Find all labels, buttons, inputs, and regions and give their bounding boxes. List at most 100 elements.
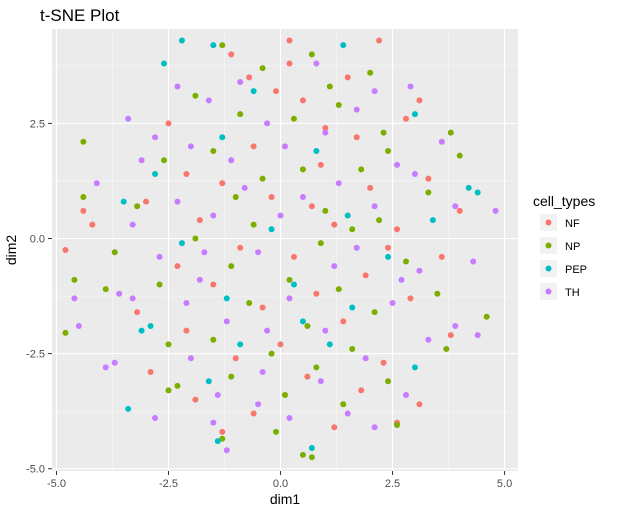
point-pep: [474, 189, 481, 196]
point-np: [299, 451, 306, 458]
point-np: [174, 382, 181, 389]
point-nf: [62, 247, 69, 253]
point-nf: [367, 184, 374, 191]
point-nf: [250, 143, 257, 150]
point-nf: [447, 332, 454, 339]
point-np: [62, 329, 69, 336]
point-pep: [344, 212, 351, 219]
y-tick-label: -5.0: [26, 464, 45, 476]
point-nf: [268, 194, 275, 201]
point-th: [223, 447, 230, 454]
point-np: [268, 350, 275, 357]
point-th: [183, 299, 190, 306]
point-pep: [290, 281, 297, 288]
point-np: [434, 290, 441, 297]
point-np: [219, 435, 226, 442]
point-th: [402, 392, 409, 399]
point-nf: [147, 369, 154, 376]
point-nf: [183, 327, 190, 334]
point-th: [75, 322, 82, 329]
point-np: [313, 364, 320, 371]
point-np: [456, 152, 463, 159]
point-nf: [277, 341, 284, 348]
point-th: [237, 78, 244, 85]
point-np: [394, 421, 401, 428]
point-th: [201, 249, 208, 256]
point-np: [299, 166, 306, 173]
point-np: [192, 235, 199, 242]
point-nf: [210, 281, 217, 288]
point-nf: [196, 217, 203, 224]
x-axis-title: dim1: [270, 491, 301, 507]
point-np: [322, 207, 329, 214]
point-pep: [349, 304, 356, 311]
point-nf: [331, 221, 338, 228]
point-th: [210, 419, 217, 426]
point-nf: [394, 226, 401, 233]
point-th: [389, 299, 396, 306]
point-pep: [138, 327, 145, 334]
point-th: [152, 415, 159, 422]
point-np: [349, 226, 356, 233]
point-th: [425, 336, 432, 343]
point-nf: [286, 37, 293, 44]
point-np: [71, 276, 78, 283]
point-th: [205, 97, 212, 104]
x-tick-label: 5.0: [497, 478, 512, 490]
point-th: [174, 83, 181, 90]
point-nf: [143, 198, 150, 205]
point-nf: [317, 161, 324, 168]
point-nf: [402, 115, 409, 122]
point-th: [335, 180, 342, 187]
point-nf: [340, 318, 347, 325]
point-pep: [178, 37, 185, 44]
point-pep: [429, 217, 436, 224]
legend-swatch-np: [545, 242, 552, 249]
point-th: [223, 318, 230, 325]
point-np: [259, 175, 266, 182]
point-pep: [147, 322, 154, 329]
point-nf: [376, 37, 383, 44]
point-th: [156, 253, 163, 260]
point-np: [443, 345, 450, 352]
point-th: [138, 157, 145, 164]
data-points: [62, 37, 499, 461]
point-th: [228, 157, 235, 164]
point-np: [192, 92, 199, 99]
point-pep: [465, 184, 472, 191]
point-th: [411, 171, 418, 178]
point-np: [161, 157, 168, 164]
y-tick-label: 0.0: [30, 233, 45, 245]
point-pep: [313, 148, 320, 155]
point-th: [438, 138, 445, 145]
point-nf: [183, 171, 190, 178]
point-np: [447, 129, 454, 136]
legend-label-pep: PEP: [565, 264, 587, 276]
point-th: [286, 295, 293, 302]
point-nf: [219, 180, 226, 187]
point-th: [416, 267, 423, 274]
point-nf: [250, 410, 257, 417]
point-nf: [385, 244, 392, 251]
point-nf: [438, 253, 445, 260]
point-pep: [299, 318, 306, 325]
point-nf: [174, 263, 181, 270]
point-th: [452, 322, 459, 329]
point-np: [349, 345, 356, 352]
point-th: [282, 143, 288, 150]
point-th: [398, 276, 405, 283]
point-nf: [331, 424, 338, 431]
point-nf: [228, 51, 235, 58]
point-th: [174, 198, 181, 205]
point-th: [102, 364, 109, 371]
point-th: [129, 221, 136, 228]
point-th: [264, 120, 271, 127]
point-np: [335, 286, 342, 293]
x-tick-label: -5.0: [47, 478, 66, 490]
point-th: [331, 263, 338, 270]
legend-swatch-th: [545, 288, 552, 295]
point-nf: [304, 373, 311, 380]
point-th: [299, 194, 306, 201]
point-nf: [259, 304, 266, 311]
point-pep: [205, 378, 212, 385]
